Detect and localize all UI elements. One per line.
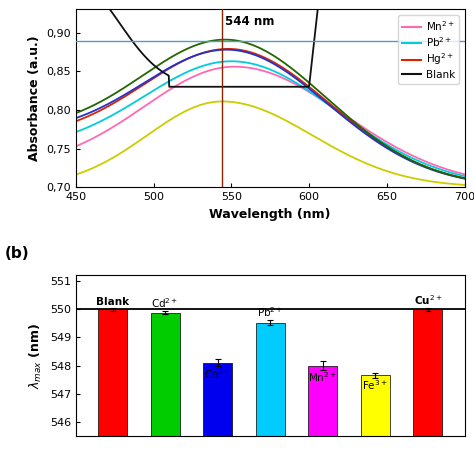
Text: Pb$^{2+}$: Pb$^{2+}$ <box>257 305 283 319</box>
X-axis label: Wavelength (nm): Wavelength (nm) <box>210 208 331 220</box>
Text: Cu$^{2+}$: Cu$^{2+}$ <box>413 293 442 307</box>
Bar <box>151 313 180 436</box>
Text: (b): (b) <box>5 246 29 261</box>
Text: Fe$^{3+}$: Fe$^{3+}$ <box>362 379 388 392</box>
Y-axis label: Absorbance (a.u.): Absorbance (a.u.) <box>28 36 41 161</box>
Text: Cd$^{2+}$: Cd$^{2+}$ <box>152 296 179 310</box>
Bar <box>361 375 390 436</box>
Bar <box>203 363 232 436</box>
Text: Blank: Blank <box>96 297 129 307</box>
Y-axis label: $\lambda_{max}$ (nm): $\lambda_{max}$ (nm) <box>28 323 44 389</box>
Bar <box>256 323 284 436</box>
Bar <box>98 309 127 436</box>
Text: Co$^{2+}$: Co$^{2+}$ <box>204 367 231 381</box>
Text: Mn$^{2+}$: Mn$^{2+}$ <box>308 371 337 384</box>
Legend: Mn$^{2+}$, Pb$^{2+}$, Hg$^{2+}$, Blank: Mn$^{2+}$, Pb$^{2+}$, Hg$^{2+}$, Blank <box>398 15 459 84</box>
Bar <box>413 309 442 436</box>
Text: 544 nm: 544 nm <box>225 15 274 28</box>
Bar <box>308 365 337 436</box>
